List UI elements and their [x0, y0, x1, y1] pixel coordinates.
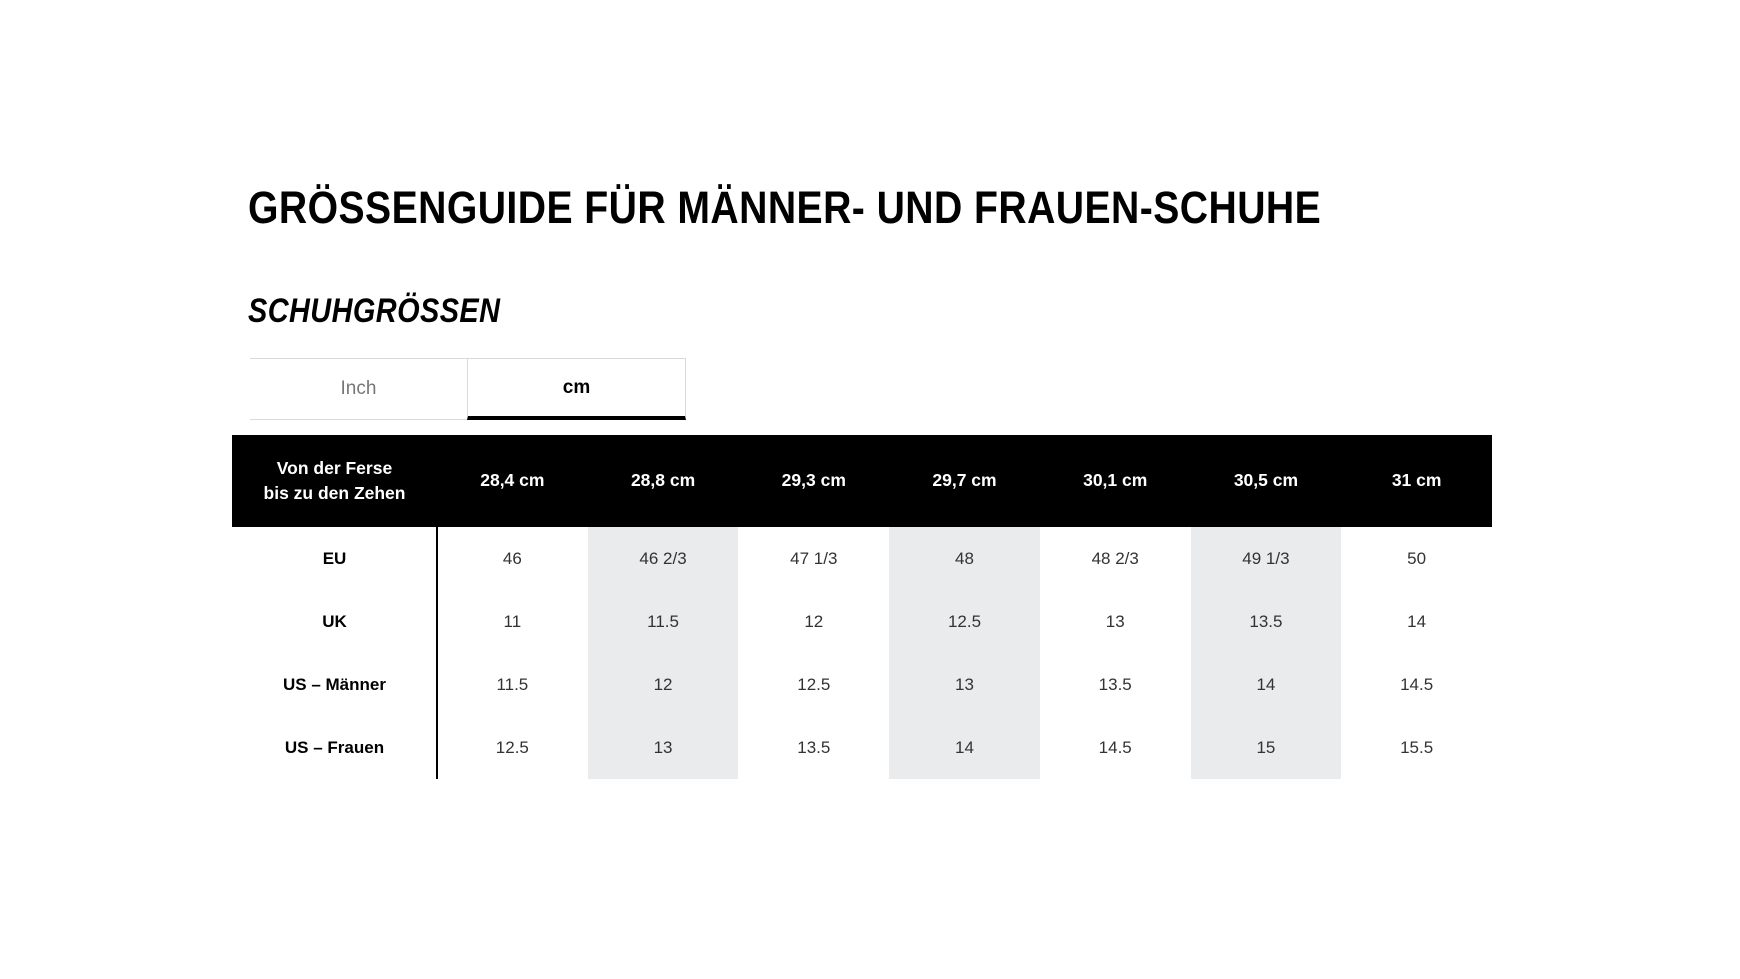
row-label: EU [322, 548, 347, 568]
size-value-cell: 48 2/3 [1091, 548, 1139, 568]
row-label: US – Männer [283, 674, 386, 694]
header-corner-cell: Von der Ferse bis zu den Zehen [232, 435, 437, 527]
size-value-cell: 13 [587, 716, 739, 779]
size-value-cell: 11.5 [587, 590, 739, 653]
size-value-cell: 47 1/3 [790, 548, 838, 568]
table-header-row: Von der Ferse bis zu den Zehen 28,4 cm 28… [232, 435, 1492, 527]
section-subtitle: SCHUHGRÖSSEN [248, 292, 501, 330]
size-value-cell: 13 [1105, 611, 1125, 631]
size-value-cell: 13 [889, 653, 1040, 716]
header-length-cell: 28,4 cm [480, 470, 545, 491]
corner-label-line2: bis zu den Zehen [263, 483, 406, 503]
size-value-cell: 14 [889, 716, 1040, 779]
size-value-cell: 11.5 [496, 674, 529, 694]
table-row: US – Frauen 12.5 13 13.5 14 14.5 15 15.5 [232, 716, 1492, 779]
size-value-cell: 15.5 [1400, 737, 1434, 757]
size-value-cell: 12.5 [889, 590, 1040, 653]
table-row: UK 11 11.5 12 12.5 13 13.5 14 [232, 590, 1492, 653]
unit-tabs: Inch cm [250, 358, 686, 420]
header-length-cell: 30,5 cm [1233, 470, 1299, 491]
table-row: EU 46 46 2/3 47 1/3 48 48 2/3 49 1/3 50 [232, 527, 1492, 590]
size-value-cell: 50 [1407, 548, 1427, 568]
size-value-cell: 12 [804, 611, 824, 631]
tab-inch-label: Inch [340, 378, 377, 399]
tab-cm[interactable]: cm [467, 358, 686, 420]
tab-inch[interactable]: Inch [250, 358, 467, 420]
size-value-cell: 15 [1190, 716, 1342, 779]
row-label: UK [322, 611, 347, 631]
header-length-cell: 29,7 cm [932, 470, 997, 491]
size-value-cell: 13.5 [1098, 674, 1132, 694]
table-body: EU 46 46 2/3 47 1/3 48 48 2/3 49 1/3 50 UK 11 11.5… [232, 527, 1492, 779]
size-value-cell: 49 1/3 [1190, 527, 1342, 590]
size-value-cell: 48 [889, 527, 1040, 590]
page-title: GRÖSSENGUIDE FÜR MÄNNER- UND FRAUEN-SCHU… [248, 182, 1322, 233]
size-value-cell: 14 [1190, 653, 1342, 716]
header-length-cell: 29,3 cm [781, 470, 846, 491]
size-value-cell: 14 [1407, 611, 1427, 631]
size-value-cell: 46 2/3 [587, 527, 739, 590]
header-length-cell: 28,8 cm [630, 470, 696, 491]
header-length-cell: 31 cm [1391, 470, 1442, 491]
table-row: US – Männer 11.5 12 12.5 13 13.5 14 14.5 [232, 653, 1492, 716]
size-value-cell: 14.5 [1400, 674, 1434, 694]
size-value-cell: 12.5 [495, 737, 529, 757]
size-value-cell: 13.5 [1190, 590, 1342, 653]
tab-cm-label: cm [562, 376, 591, 398]
size-value-cell: 11 [503, 611, 522, 631]
size-value-cell: 14.5 [1098, 737, 1132, 757]
corner-label-line1: Von der Ferse [276, 457, 393, 478]
size-value-cell: 12.5 [797, 674, 831, 694]
row-label: US – Frauen [284, 737, 385, 757]
size-value-cell: 46 [502, 548, 522, 568]
size-table: Von der Ferse bis zu den Zehen 28,4 cm 28… [232, 435, 1492, 779]
table-divider-line [436, 527, 438, 779]
header-length-cell: 30,1 cm [1083, 470, 1148, 491]
size-value-cell: 13.5 [797, 737, 831, 757]
size-value-cell: 12 [587, 653, 739, 716]
